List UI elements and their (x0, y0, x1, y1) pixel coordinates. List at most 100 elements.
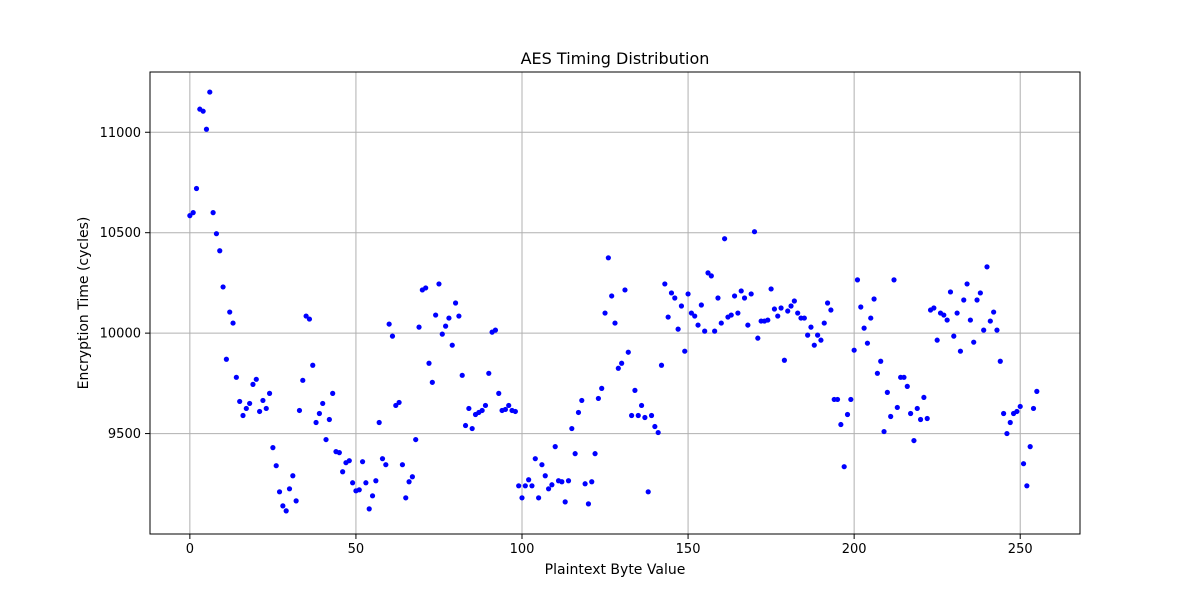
x-tick-label: 0 (186, 542, 194, 557)
data-point (748, 291, 754, 297)
data-point (545, 486, 552, 492)
data-point (751, 229, 758, 235)
data-point (755, 335, 761, 341)
data-points (187, 89, 1040, 514)
data-point (386, 321, 392, 327)
data-point (253, 376, 259, 382)
data-point (366, 506, 372, 512)
data-point (532, 456, 538, 462)
data-point (433, 312, 439, 318)
data-point (838, 421, 844, 428)
data-point (964, 281, 970, 287)
data-point (283, 508, 289, 514)
data-point (306, 316, 313, 322)
data-point (1027, 444, 1033, 450)
data-point (579, 397, 585, 404)
data-point (924, 415, 930, 422)
data-point (539, 462, 545, 468)
data-point (692, 313, 698, 319)
data-point (981, 327, 987, 333)
data-point (908, 410, 914, 417)
data-point (320, 400, 326, 407)
data-point (728, 312, 734, 318)
data-point (423, 285, 429, 291)
data-point (951, 333, 957, 339)
data-point (648, 412, 655, 419)
data-point (708, 273, 714, 279)
data-point (260, 397, 266, 404)
x-tick-label: 200 (842, 542, 867, 557)
data-point (622, 287, 628, 293)
data-point (436, 281, 442, 287)
data-point (808, 324, 814, 330)
data-point (379, 456, 386, 462)
data-point (655, 429, 661, 436)
data-point (658, 362, 665, 368)
data-point (698, 302, 704, 308)
data-point (844, 411, 851, 418)
data-point (635, 412, 641, 419)
data-point (247, 400, 253, 407)
data-point (788, 303, 794, 309)
data-point (276, 489, 283, 495)
data-point (791, 298, 797, 304)
data-point (642, 414, 648, 421)
data-point (781, 357, 787, 363)
y-tick-label: 10500 (100, 226, 141, 241)
data-point (230, 320, 236, 326)
data-point (429, 379, 435, 385)
data-point (356, 487, 362, 493)
data-point (346, 458, 352, 464)
x-tick-label: 250 (1008, 542, 1033, 557)
data-point (944, 317, 950, 323)
data-point (220, 284, 226, 290)
data-point (741, 295, 748, 301)
data-point (233, 374, 239, 380)
y-tick-label: 11000 (100, 126, 141, 141)
data-point (682, 348, 688, 354)
data-point (519, 495, 525, 501)
data-point (801, 315, 807, 321)
data-point (904, 383, 910, 389)
data-point (479, 407, 485, 414)
data-point (439, 331, 445, 337)
data-point (997, 358, 1003, 364)
data-point (984, 264, 990, 270)
data-point (961, 297, 967, 303)
data-point (512, 408, 518, 415)
data-point (954, 310, 960, 316)
data-point (665, 314, 671, 320)
data-point (389, 333, 396, 339)
data-point (841, 464, 847, 470)
data-point (582, 481, 588, 487)
data-point (695, 322, 701, 328)
data-point (811, 342, 817, 348)
data-point (668, 290, 675, 296)
data-point (931, 305, 937, 311)
data-point (678, 303, 685, 309)
data-point (569, 425, 575, 432)
data-point (210, 210, 216, 216)
data-point (731, 293, 738, 299)
data-point (848, 396, 854, 403)
data-point (967, 317, 973, 323)
data-point (452, 300, 459, 306)
y-tick-label: 10000 (100, 327, 141, 342)
x-tick-label: 150 (676, 542, 701, 557)
data-point (536, 495, 542, 501)
data-point (552, 444, 558, 450)
data-point (486, 370, 492, 376)
data-point (416, 324, 422, 330)
data-point (399, 462, 406, 468)
data-point (293, 498, 299, 504)
data-point (257, 408, 263, 415)
data-point (456, 313, 462, 319)
data-point (768, 286, 774, 292)
data-point (300, 377, 306, 383)
data-point (605, 255, 611, 261)
data-point (326, 416, 332, 423)
data-point (469, 425, 475, 432)
data-point (615, 365, 621, 371)
data-point (227, 309, 233, 315)
data-point (373, 478, 379, 484)
